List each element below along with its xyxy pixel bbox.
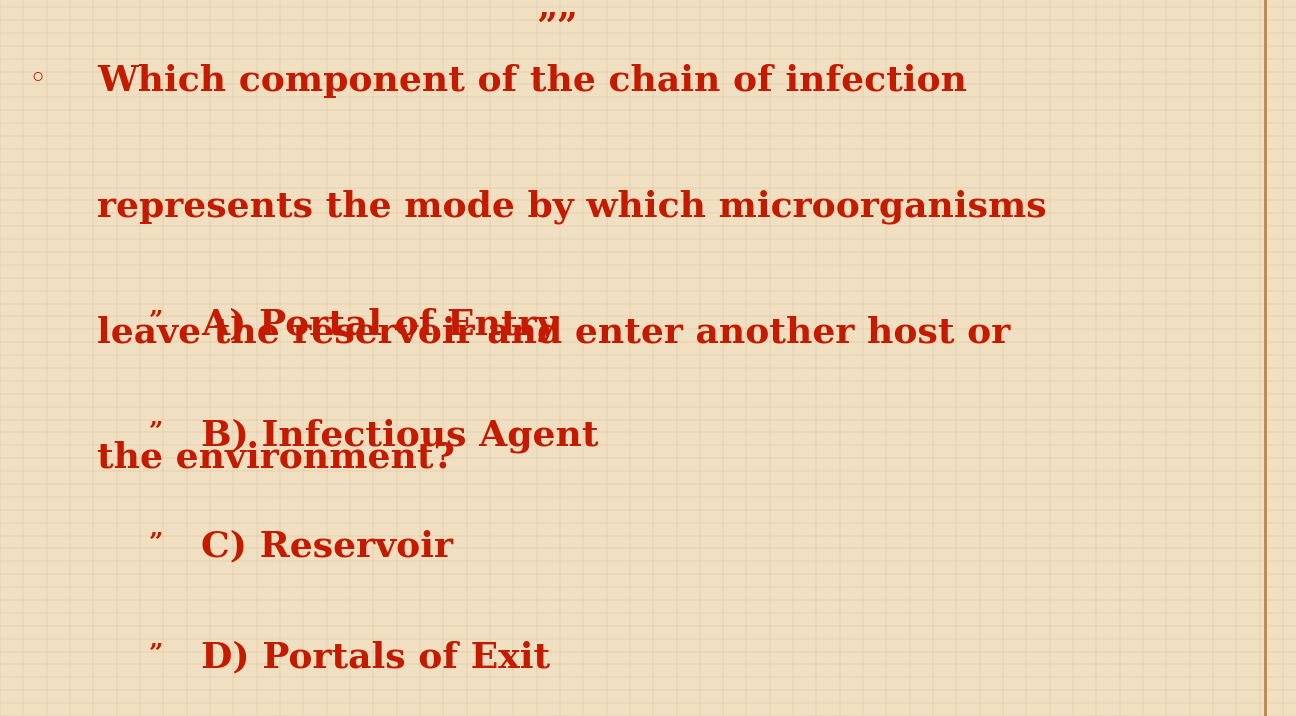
- Text: ”: ”: [149, 530, 163, 554]
- Text: represents the mode by which microorganisms: represents the mode by which microorgani…: [97, 190, 1047, 224]
- Text: the environment?: the environment?: [97, 440, 455, 474]
- Text: ◦: ◦: [29, 64, 47, 94]
- Text: ”: ”: [149, 308, 163, 332]
- Text: ””: ””: [537, 11, 578, 44]
- Text: D) Portals of Exit: D) Portals of Exit: [201, 641, 550, 674]
- Text: Which component of the chain of infection: Which component of the chain of infectio…: [97, 64, 967, 98]
- Text: A) Portal of Entry: A) Portal of Entry: [201, 308, 557, 342]
- Text: C) Reservoir: C) Reservoir: [201, 530, 452, 563]
- Text: ”: ”: [149, 419, 163, 443]
- Text: leave the reservoir and enter another host or: leave the reservoir and enter another ho…: [97, 315, 1011, 349]
- Text: B) Infectious Agent: B) Infectious Agent: [201, 419, 599, 453]
- Text: ”: ”: [149, 641, 163, 665]
